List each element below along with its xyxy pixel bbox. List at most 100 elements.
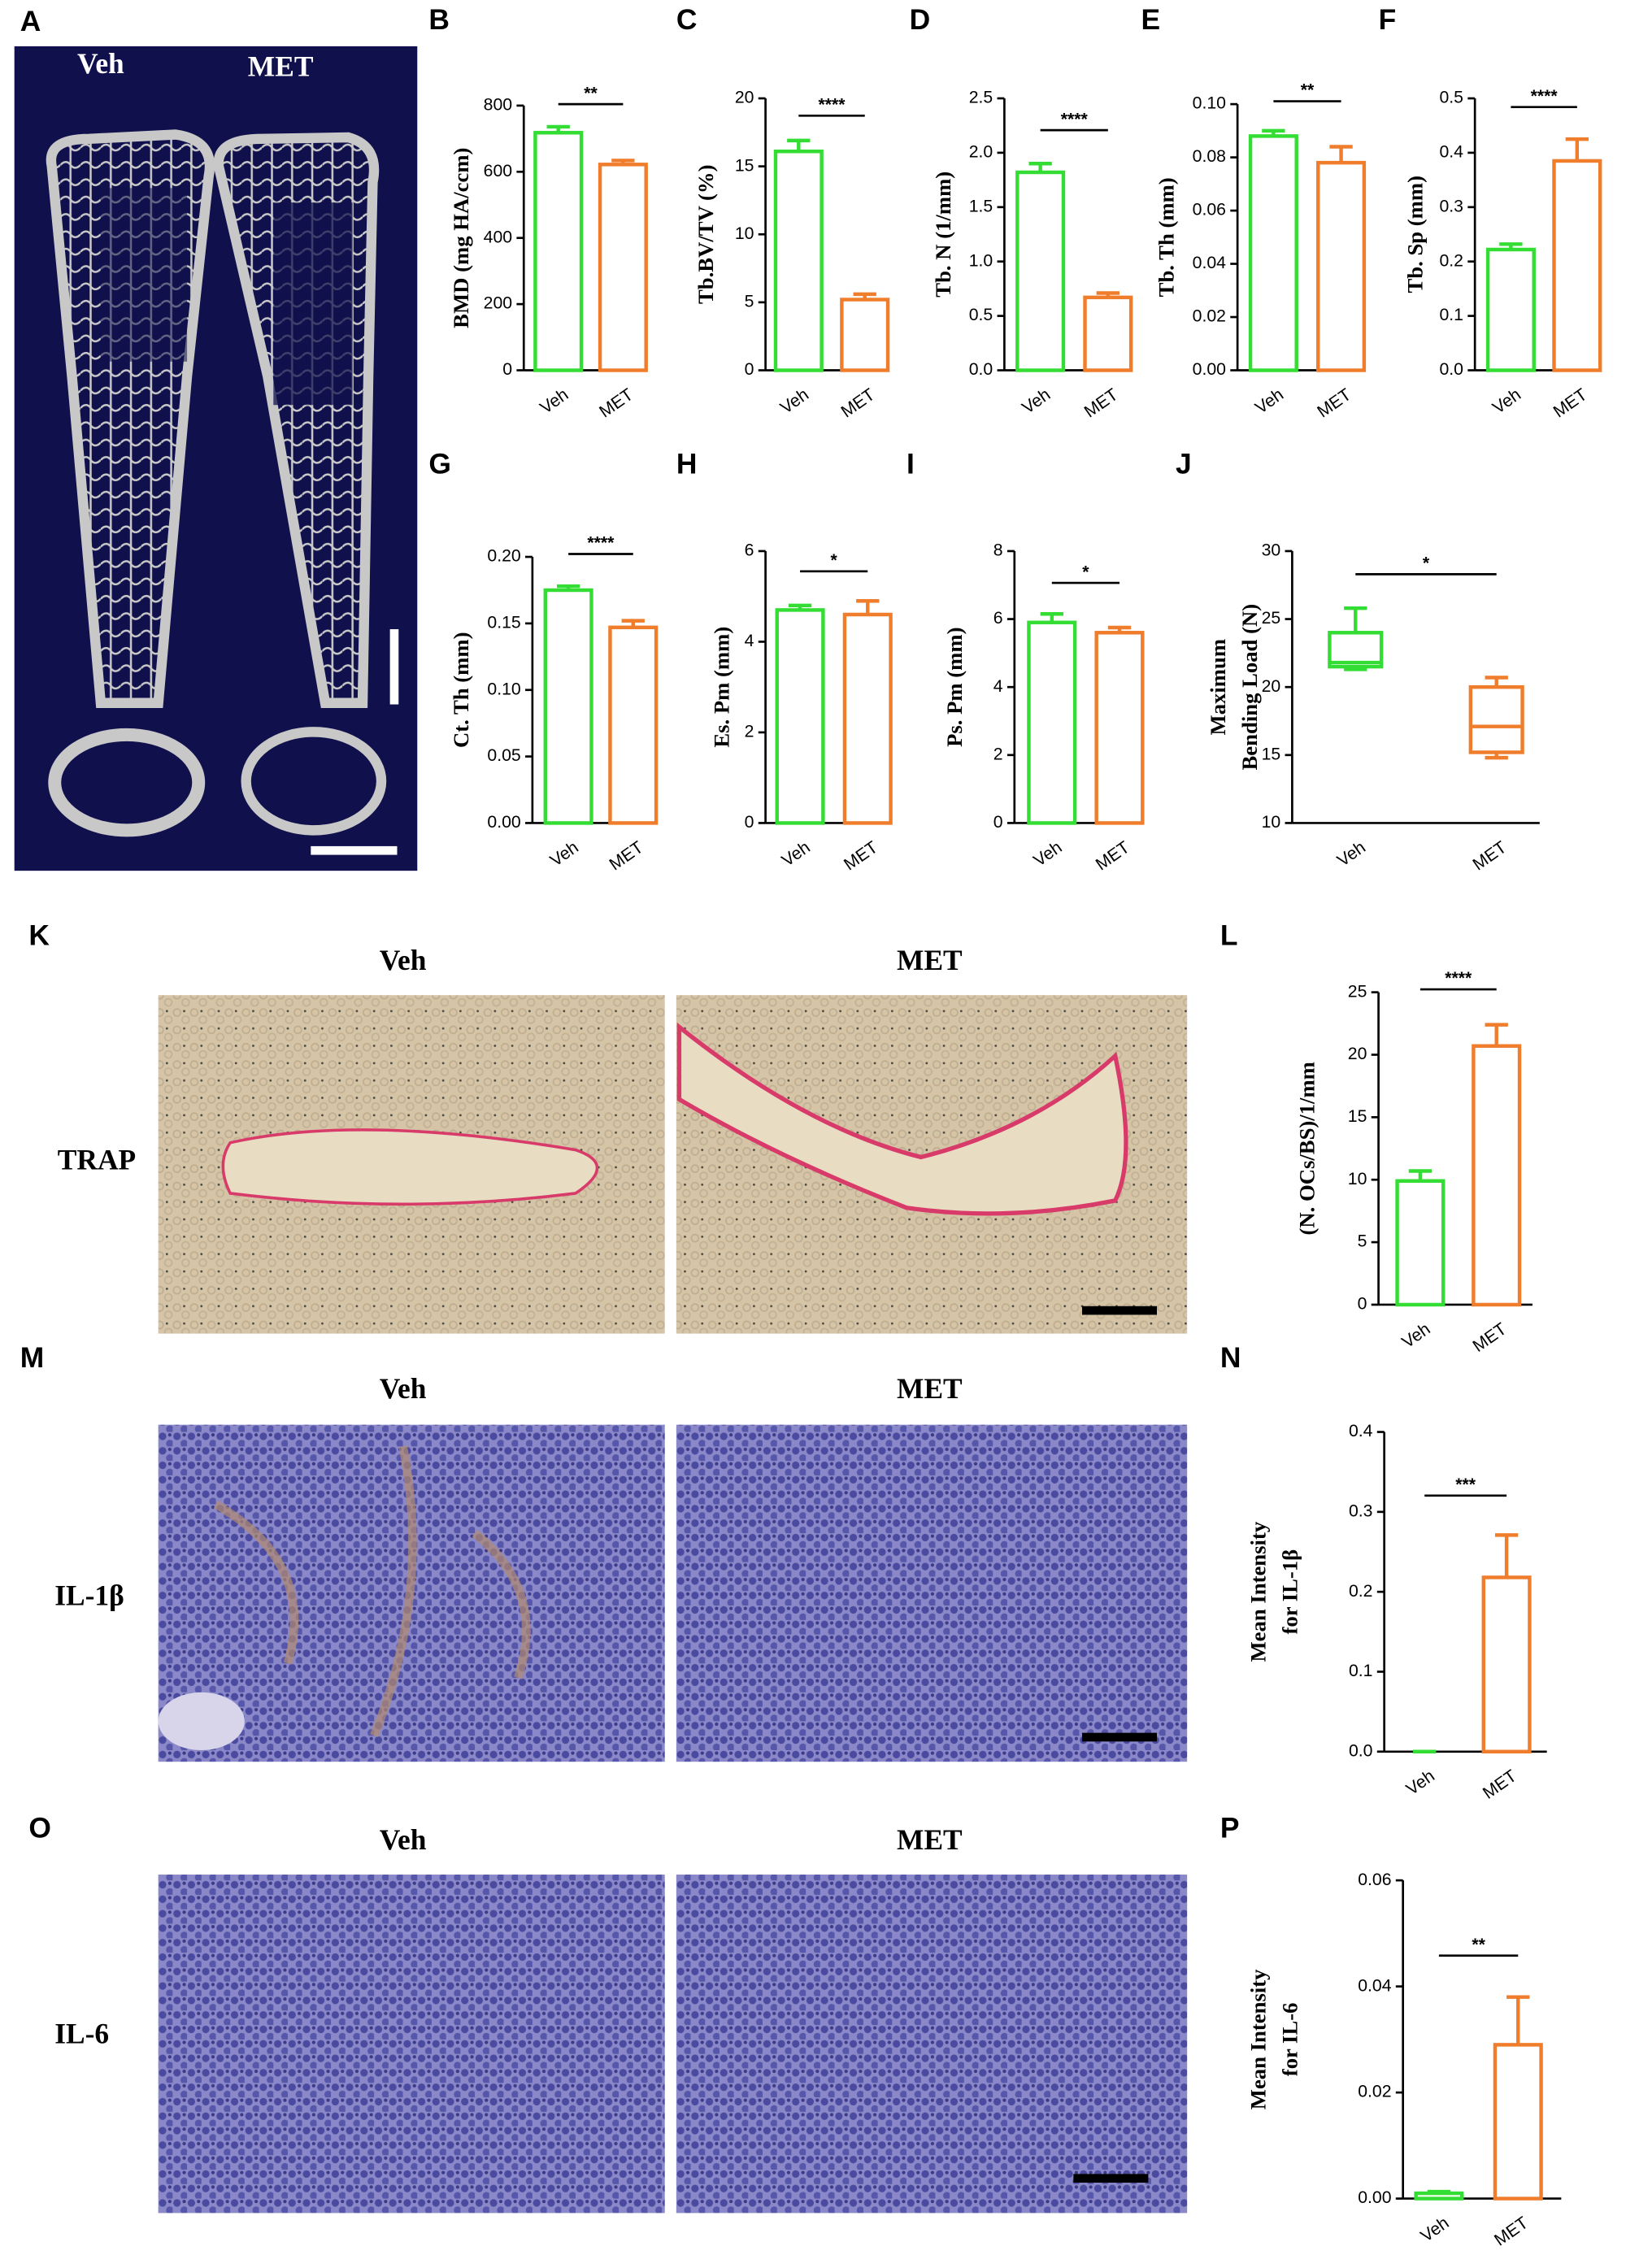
bone-fragment (158, 1692, 245, 1750)
y-tick-label: 25 (1262, 608, 1281, 628)
row-label: IL-1β (54, 1579, 124, 1611)
y-tick-label: 0.15 (487, 612, 520, 632)
row-label: TRAP (58, 1144, 136, 1176)
x-tick-label: Veh (1417, 2213, 1453, 2246)
scale-bar (1081, 1732, 1158, 1742)
y-tick-label: 4 (993, 676, 1003, 696)
y-tick-label: 20 (735, 88, 754, 107)
panel-letter: K (28, 919, 50, 951)
bar (1395, 1179, 1446, 1307)
column-label: Veh (77, 47, 124, 80)
y-tick-label: 0.04 (1358, 1975, 1391, 1995)
bar (1481, 1575, 1532, 1754)
x-tick-label: Veh (1333, 837, 1369, 871)
y-tick-label: 0.05 (487, 745, 520, 765)
panel-letter: L (1220, 919, 1238, 951)
y-tick-label: 1.5 (969, 196, 993, 215)
x-tick-label: MET (1314, 385, 1354, 422)
significance-label: *** (1455, 1475, 1476, 1494)
x-tick-label: MET (596, 385, 637, 422)
y-axis-label: Tb.BV/TV (%) (693, 165, 718, 304)
significance-label: **** (1445, 968, 1472, 988)
y-axis-label: Ps. Pm (mm) (942, 627, 967, 746)
y-tick-label: 0.00 (1358, 2188, 1391, 2207)
bar (598, 163, 648, 372)
y-tick-label: 20 (1348, 1044, 1367, 1063)
panel-letter: F (1379, 3, 1397, 36)
x-tick-label: MET (1479, 1766, 1519, 1803)
y-tick-label: 15 (735, 155, 754, 175)
y-tick-label: 0.02 (1193, 306, 1226, 326)
stain (213, 1445, 531, 1738)
bar (608, 625, 659, 825)
y-axis-label: for IL-6 (1278, 2003, 1302, 2077)
column-label: MET (897, 1372, 963, 1405)
x-tick-label: MET (1469, 837, 1510, 875)
bar (842, 612, 893, 825)
x-tick-label: Veh (778, 837, 814, 871)
significance-label: * (1082, 562, 1089, 581)
panel-letter: E (1141, 3, 1161, 36)
y-tick-label: 15 (1262, 744, 1281, 763)
histology-image (676, 1424, 1188, 1762)
x-tick-label: MET (1469, 1319, 1510, 1356)
histology-image (158, 1875, 665, 2214)
significance-label: * (831, 550, 838, 570)
box (1468, 684, 1524, 754)
y-tick-label: 0.02 (1358, 2082, 1391, 2101)
histology-image (676, 1875, 1188, 2214)
y-tick-label: 10 (735, 224, 754, 243)
y-tick-label: 800 (484, 94, 512, 114)
y-tick-label: 10 (1348, 1169, 1367, 1188)
y-tick-label: 2.5 (969, 88, 993, 107)
y-tick-label: 8 (993, 541, 1003, 560)
x-tick-label: MET (841, 837, 881, 875)
x-tick-label: MET (1550, 385, 1590, 422)
y-tick-label: 0 (745, 359, 754, 379)
panel-letter: B (428, 3, 450, 36)
marrow (273, 202, 353, 406)
y-tick-label: 0.2 (1349, 1581, 1373, 1601)
panel-letter: O (28, 1811, 51, 1844)
y-axis-label: Maximum (1206, 639, 1230, 736)
scale-bar (1073, 2174, 1149, 2183)
bar (543, 588, 593, 825)
y-axis-label: BMD (mg HA/ccm) (449, 148, 473, 328)
y-tick-label: 0 (502, 359, 512, 379)
y-tick-label: 2.0 (969, 141, 993, 161)
y-tick-label: 0.3 (1349, 1501, 1373, 1520)
y-tick-label: 0.4 (1349, 1421, 1373, 1440)
y-tick-label: 1.0 (969, 250, 993, 270)
column-label: Veh (380, 944, 427, 976)
significance-label: * (1423, 554, 1430, 573)
x-tick-label: Veh (1402, 1766, 1438, 1799)
y-axis-label: Es. Pm (mm) (709, 627, 733, 748)
x-tick-label: Veh (537, 385, 572, 418)
significance-label: **** (818, 94, 846, 114)
y-tick-label: 0.10 (1193, 93, 1226, 113)
y-axis-label: Tb. Sp (mm) (1403, 176, 1428, 293)
y-tick-label: 2 (745, 722, 754, 741)
marrow (100, 188, 188, 362)
y-axis-label: Tb. N (1/mm) (931, 172, 955, 298)
cross-section (241, 727, 387, 836)
bar (775, 608, 825, 825)
x-tick-label: Veh (1398, 1319, 1434, 1352)
y-tick-label: 0.06 (1358, 1870, 1391, 1889)
y-tick-label: 10 (1262, 812, 1281, 832)
y-axis-label: for IL-1β (1278, 1549, 1302, 1635)
y-axis-label: Mean Intensity (1246, 1969, 1271, 2109)
bar (1414, 2191, 1464, 2201)
bar (1248, 134, 1298, 372)
bar (1472, 1044, 1522, 1307)
panel-letter: C (676, 3, 698, 36)
significance-label: ** (1472, 1935, 1485, 1954)
bone-trabecula (676, 1022, 1128, 1216)
scale-bar (1081, 1306, 1158, 1315)
y-tick-label: 0.10 (487, 679, 520, 698)
y-tick-label: 0.5 (1439, 88, 1463, 107)
y-tick-label: 0.20 (487, 546, 520, 566)
x-tick-label: MET (1080, 385, 1121, 422)
column-label: Veh (380, 1823, 427, 1856)
